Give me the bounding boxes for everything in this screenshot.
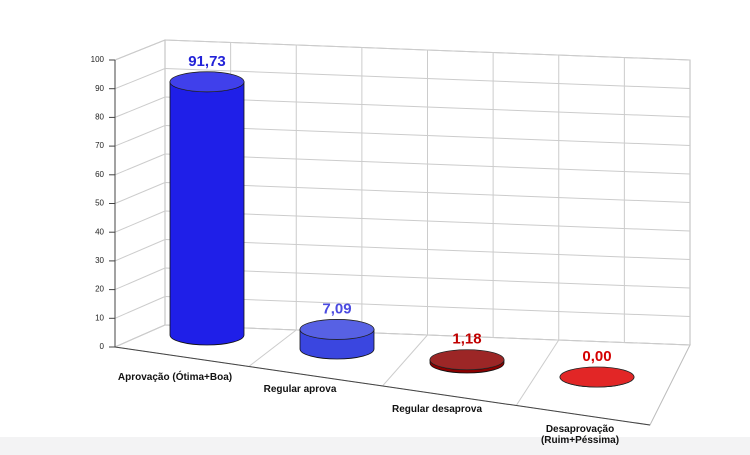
grid-line (164, 210, 691, 232)
grid-line (164, 125, 691, 146)
x-axis (114, 346, 651, 426)
cylinder-top-shade (560, 367, 634, 387)
grid-line (114, 39, 166, 61)
grid-line (114, 324, 166, 348)
grid-line (114, 96, 166, 118)
y-tick-label: 50 (95, 199, 104, 208)
floor-grid (382, 334, 428, 387)
floor-grid (248, 329, 297, 367)
grid-line (164, 324, 691, 346)
grid-line (114, 267, 166, 291)
y-tick-label: 30 (95, 256, 104, 265)
cylinder-top (429, 349, 505, 371)
grid-line (114, 210, 166, 233)
cylinder-top (299, 319, 375, 340)
floor-grid (515, 339, 560, 406)
grid-line (164, 267, 691, 289)
grid-line (164, 96, 691, 118)
grid-line (114, 182, 166, 204)
y-tick-label: 70 (95, 141, 104, 150)
grid-line (114, 296, 166, 319)
x-tick-label: Desaprovação (Ruim+Péssima) (540, 424, 620, 446)
cylinder-body (169, 81, 245, 346)
footer-strip (0, 437, 750, 455)
x-tick-label: Regular desaprova (391, 404, 483, 415)
y-tick-label: 60 (95, 170, 104, 179)
grid-line (164, 239, 691, 260)
x-tick-label: Regular aprova (263, 384, 337, 395)
grid-line (114, 125, 166, 147)
y-tick-label: 90 (95, 84, 104, 93)
value-label: 0,00 (582, 348, 611, 365)
y-tick-label: 0 (100, 342, 105, 351)
value-label: 91,73 (188, 53, 226, 70)
chart: 0 10 20 30 40 50 60 70 80 90 100 91,73 7,09 1,18 0,00 (91, 39, 691, 426)
grid-line (164, 296, 691, 317)
cylinder-top (169, 71, 245, 93)
y-tick-label: 10 (95, 313, 104, 322)
y-tick-label: 100 (91, 55, 105, 64)
grid-line (164, 68, 691, 89)
cylinder-top-shade (170, 71, 244, 92)
value-label: 7,09 (322, 300, 351, 317)
y-tick-label: 80 (95, 113, 104, 122)
x-tick-label: Aprovação (Ótima+Boa) (117, 372, 233, 383)
y-tick-label: 20 (95, 285, 104, 294)
grid-line (114, 239, 166, 262)
value-label: 1,18 (452, 331, 481, 348)
grid-line (114, 68, 166, 90)
y-tick-label: 40 (95, 227, 104, 236)
cylinder-top-shade (300, 319, 374, 340)
grid-line (164, 39, 691, 61)
grid-line (164, 182, 691, 203)
grid-line (114, 153, 166, 176)
cylinder-top (559, 366, 635, 388)
cylinder-top-shade (430, 349, 504, 370)
grid-line (164, 153, 691, 175)
